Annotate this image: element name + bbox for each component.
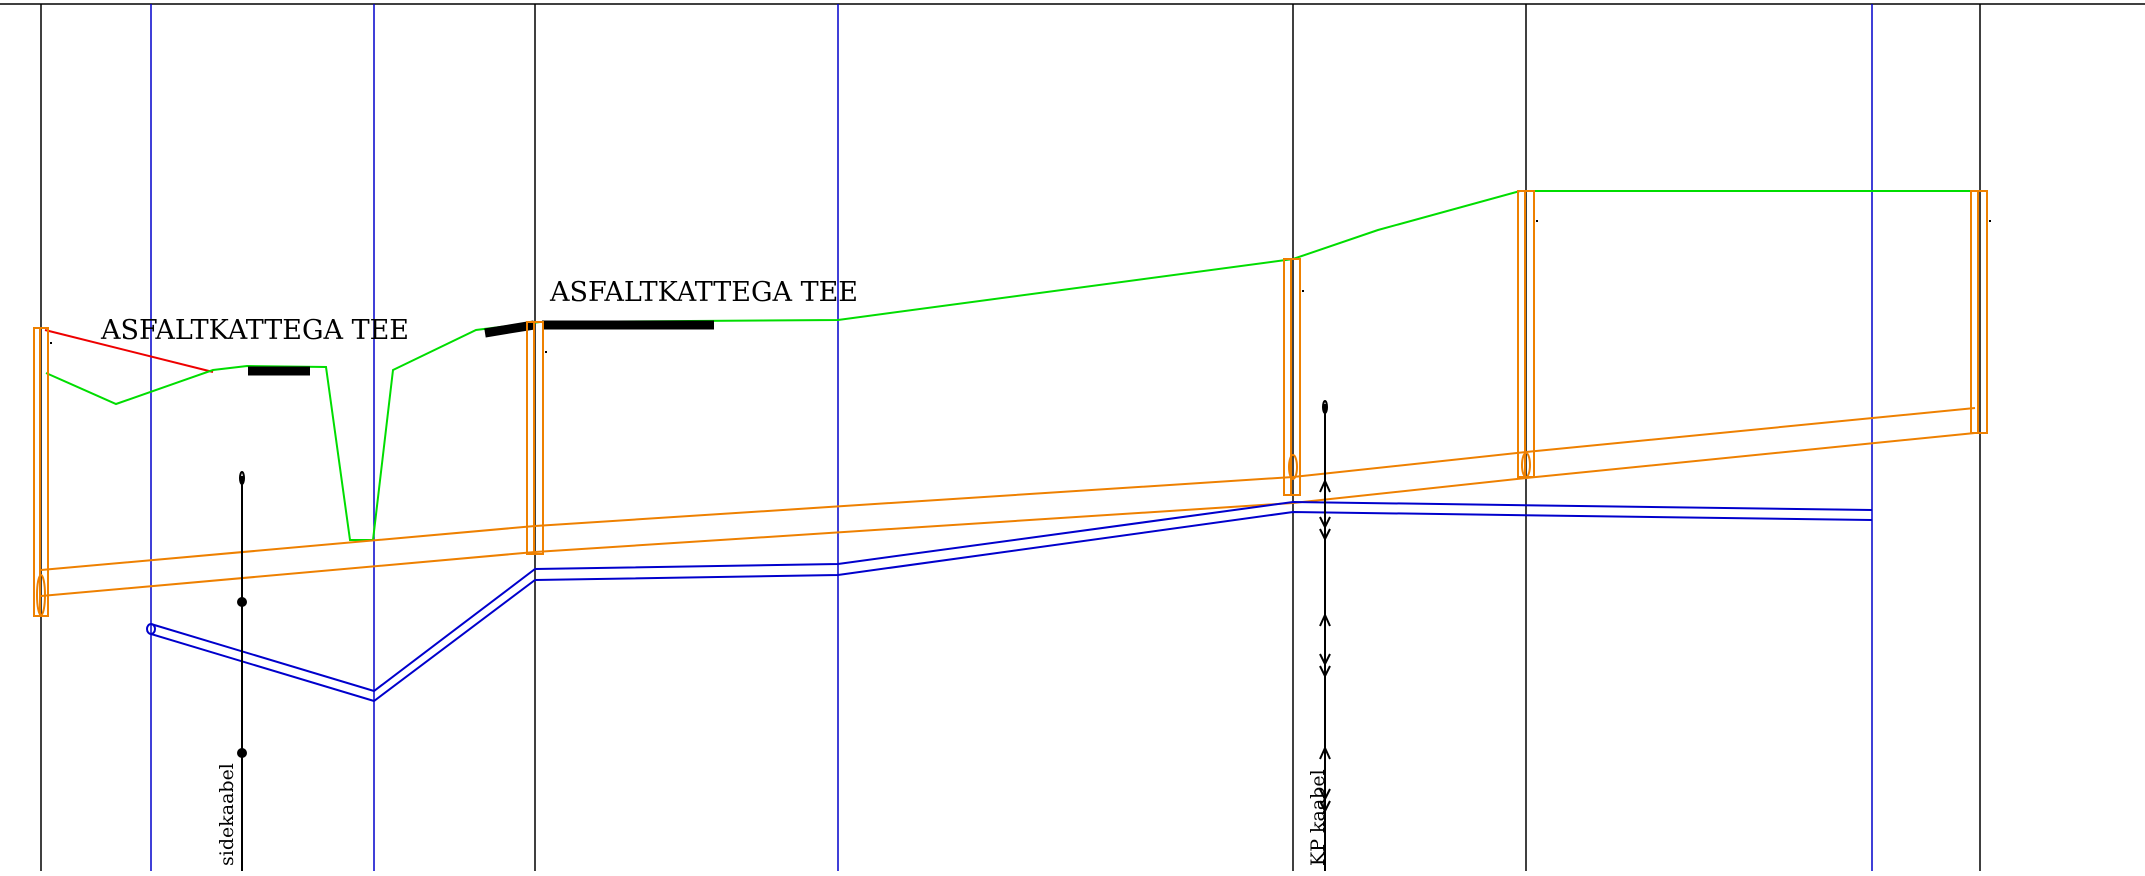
pipe-opening (1521, 452, 1531, 478)
main-pipe (40, 407, 1976, 597)
cable-node (237, 597, 247, 607)
second-pipe-end (146, 623, 156, 635)
arrow-up (1319, 612, 1331, 627)
side-cable (237, 471, 247, 871)
kp-cable-label: KP kaabel (1307, 769, 1329, 866)
pipe-top-line (40, 407, 1976, 571)
arrow-down (1319, 653, 1331, 667)
kp-cable (1319, 400, 1331, 871)
pipe-opening (36, 574, 46, 616)
arrow-down (1319, 516, 1331, 530)
blue-grid-lines (150, 4, 1873, 871)
asphalt-mark (484, 320, 535, 338)
manhole-ticks (50, 220, 1991, 353)
arrow-down (1319, 665, 1331, 679)
second-pipe-bottom-line (150, 510, 1873, 703)
arrow-down (1319, 528, 1331, 542)
asphalt-marks (248, 320, 714, 376)
cable-top-end (1322, 400, 1328, 414)
surface-label-right: ASFALTKATTEGA TEE (549, 277, 858, 308)
cable-top-end (239, 471, 245, 485)
arrow-down (1319, 800, 1331, 814)
arrow-down (1319, 788, 1331, 802)
old-surface-line (44, 329, 214, 373)
pipe-opening (1288, 454, 1298, 480)
side-cable-label: sidekaabel (216, 763, 238, 866)
arrow-up (1319, 745, 1331, 760)
black-grid-lines (40, 4, 1981, 871)
surface-label-left: ASFALTKATTEGA TEE (100, 315, 409, 346)
cable-arrows (1319, 478, 1331, 814)
second-pipe (146, 500, 1873, 703)
ground-line (45, 190, 1985, 541)
arrow-up (1319, 478, 1331, 493)
second-pipe-top-line (150, 500, 1873, 693)
pipe-bottom-line (40, 432, 1976, 597)
cable-node (237, 748, 247, 758)
manholes (33, 190, 1988, 617)
